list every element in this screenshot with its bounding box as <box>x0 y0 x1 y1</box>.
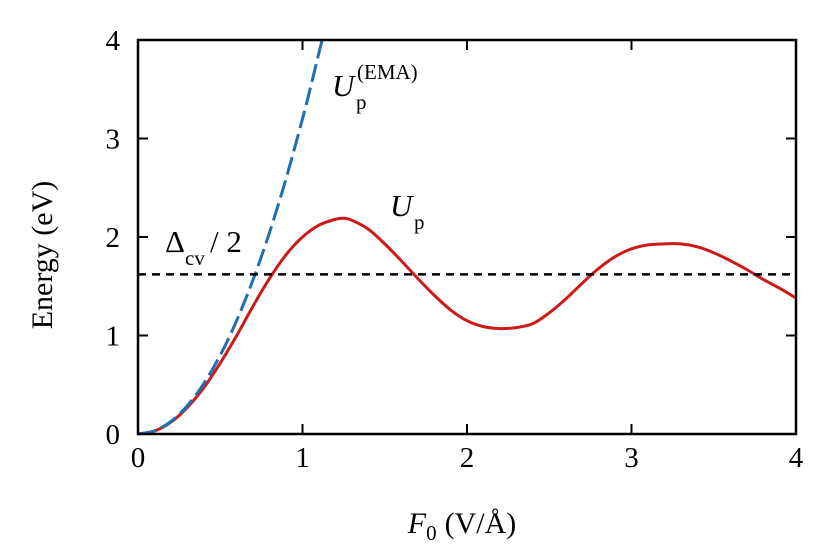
plot-frame <box>136 38 798 436</box>
x-tick-label: 0 <box>131 442 146 474</box>
x-tick-label: 1 <box>295 442 310 474</box>
x-axis-symbol: F <box>407 507 427 540</box>
annotation-up: U p <box>390 188 425 234</box>
annotation-ema-sub: p <box>356 90 367 114</box>
y-tick-label: 0 <box>106 419 121 451</box>
y-tick-label: 2 <box>106 222 121 254</box>
y-tick-label: 4 <box>106 25 121 57</box>
annotation-dcv-sub: cv <box>185 246 205 270</box>
annotation-ema: U p (EMA) <box>332 60 418 114</box>
annotation-ema-sup: (EMA) <box>357 60 418 84</box>
annotation-dcv-tail: / 2 <box>210 224 242 259</box>
series-line-up <box>137 216 797 436</box>
annotation-up-sub: p <box>414 210 425 234</box>
x-tick-label: 3 <box>624 442 639 474</box>
x-axis-subscript: 0 <box>426 521 437 545</box>
y-tick-label: 1 <box>106 321 121 353</box>
annotation-dcv-main: Δ <box>165 224 185 259</box>
series-layer <box>137 39 797 436</box>
tick-labels: 0 1 2 3 4 0 1 2 3 4 <box>106 25 804 474</box>
annotation-up-main: U <box>390 188 415 223</box>
x-tick-label: 4 <box>789 442 804 474</box>
x-axis-unit: (V/Å) <box>445 507 517 540</box>
y-tick-label: 3 <box>106 124 121 156</box>
annotation-dcv: Δ cv / 2 <box>165 224 242 270</box>
y-axis-title: Energy (eV) <box>26 181 59 330</box>
x-tick-label: 2 <box>460 442 475 474</box>
annotation-ema-main: U <box>332 68 357 103</box>
x-axis-title: F0 (V/Å) <box>407 507 516 545</box>
series-line-ema <box>137 39 324 436</box>
